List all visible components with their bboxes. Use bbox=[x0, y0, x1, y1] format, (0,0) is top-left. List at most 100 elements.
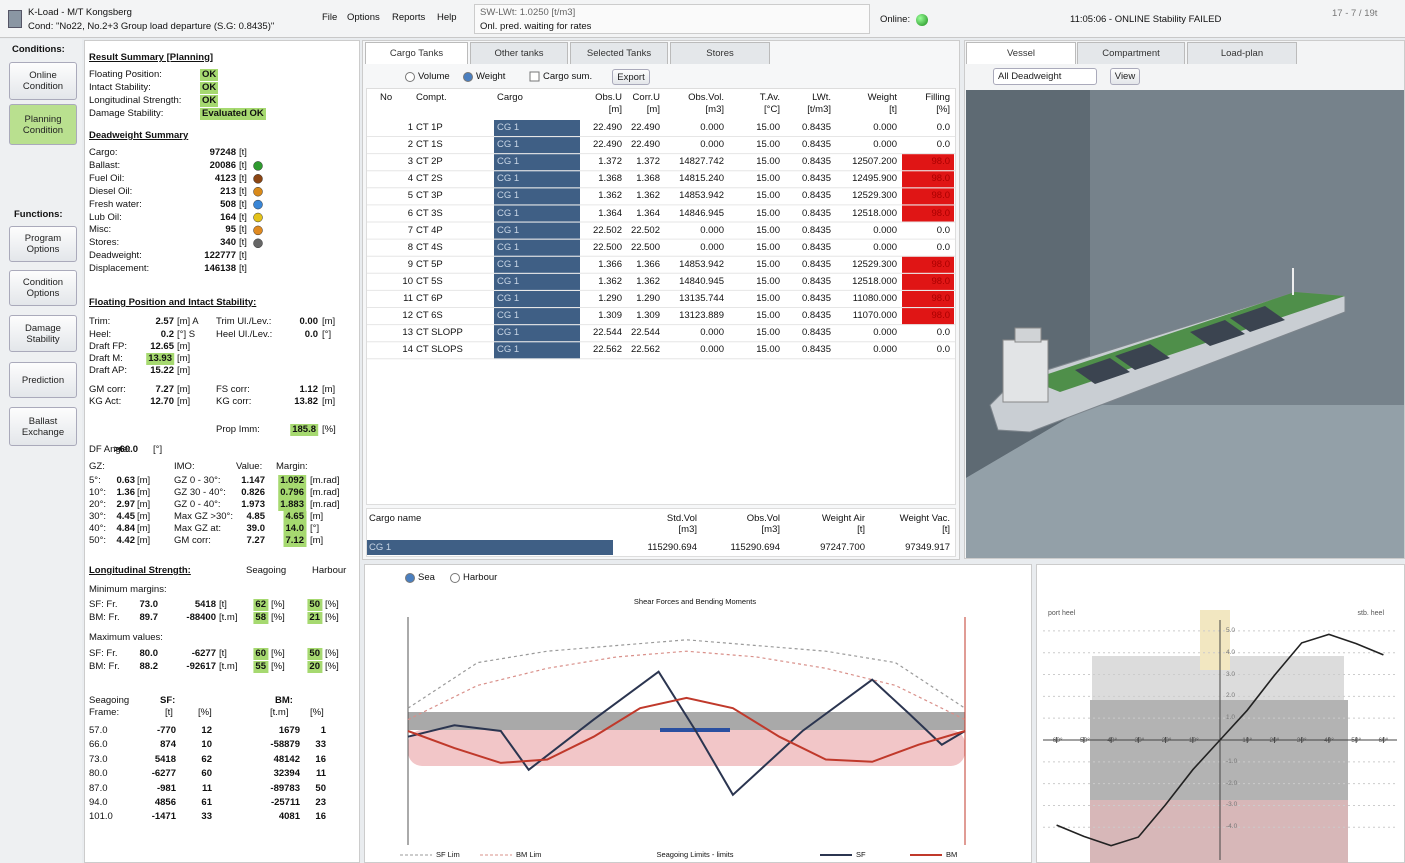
table-cell: 15.00 bbox=[756, 139, 780, 151]
table-cell: 11070.000 bbox=[853, 310, 897, 322]
summary-cell: 4.45 bbox=[117, 511, 136, 523]
summary-cell: BM: Fr. bbox=[89, 661, 120, 673]
table-cell: 12518.000 bbox=[852, 276, 897, 288]
section-title: Floating Position and Intact Stability: bbox=[89, 297, 256, 309]
summary-cell: 1.092 bbox=[278, 475, 306, 487]
summary-cell: 5418 bbox=[155, 754, 176, 766]
column-header: [m3] bbox=[679, 524, 697, 536]
table-cell: 98.0 bbox=[932, 310, 951, 322]
radio-label[interactable]: Volume bbox=[418, 71, 450, 83]
table-cell: 5 bbox=[408, 190, 413, 202]
nav-button[interactable]: Prediction bbox=[9, 362, 77, 398]
summary-cell: OK bbox=[200, 69, 218, 81]
summary-cell: IMO: bbox=[174, 461, 195, 473]
menu-item[interactable]: Reports bbox=[392, 12, 425, 24]
table-cell: 1.364 bbox=[636, 208, 660, 220]
radio-label[interactable]: Weight bbox=[476, 71, 505, 83]
table-cell: 2 bbox=[408, 139, 413, 151]
table-cell: 14 bbox=[402, 344, 413, 356]
table-cell: 22.500 bbox=[631, 242, 660, 254]
menu-item[interactable]: File bbox=[322, 12, 337, 24]
checkbox-label[interactable]: Cargo sum. bbox=[543, 71, 592, 83]
summary-cell: KG Act: bbox=[89, 396, 121, 408]
summary-cell: 33 bbox=[315, 739, 326, 751]
summary-cell: 0.2 bbox=[161, 329, 174, 341]
table-cell: CT SLOPS bbox=[416, 344, 463, 356]
summary-cell: [t] bbox=[239, 173, 247, 185]
nav-button[interactable]: Online Condition bbox=[9, 62, 77, 100]
summary-cell: GZ 0 - 30°: bbox=[174, 475, 221, 487]
summary-cell: Deadweight: bbox=[89, 250, 142, 262]
tab[interactable]: Stores bbox=[670, 42, 770, 64]
column-header: [t] bbox=[889, 104, 897, 116]
summary-cell: [t.m] bbox=[219, 612, 237, 624]
radio-label[interactable]: Sea bbox=[418, 572, 435, 584]
summary-cell: 97248 bbox=[210, 147, 236, 159]
tab[interactable]: Selected Tanks bbox=[570, 42, 668, 64]
menu-item[interactable]: Help bbox=[437, 12, 457, 24]
table-cell: 1.366 bbox=[636, 259, 660, 271]
x-tick-label: 60° bbox=[1378, 735, 1388, 747]
ship-bridge bbox=[1015, 328, 1041, 342]
nav-button[interactable]: Damage Stability bbox=[9, 315, 77, 352]
summary-cell: 1.973 bbox=[241, 499, 265, 511]
table-cell: 15.00 bbox=[756, 276, 780, 288]
screen: K-Load - M/T KongsbergCond: "No22, No.2+… bbox=[0, 0, 1405, 863]
summary-cell: 1.883 bbox=[278, 499, 306, 511]
tab[interactable]: Compartment bbox=[1077, 42, 1185, 64]
table-cell: 0.8435 bbox=[802, 293, 831, 305]
section-label: Conditions: bbox=[12, 44, 65, 56]
table-cell: 11 bbox=[403, 293, 413, 305]
y-tick-label: -1.0 bbox=[1226, 756, 1237, 768]
radio-label[interactable]: Harbour bbox=[463, 572, 497, 584]
table-cell: 1.362 bbox=[598, 190, 622, 202]
summary-cell: 57.0 bbox=[89, 725, 108, 737]
summary-cell: 73.0 bbox=[140, 599, 159, 611]
nav-button[interactable]: Condition Options bbox=[9, 270, 77, 306]
cargo-name: CG 1 bbox=[497, 327, 519, 339]
summary-cell: [t] bbox=[239, 147, 247, 159]
tab[interactable]: Load-plan bbox=[1187, 42, 1297, 64]
export-button[interactable]: Export bbox=[612, 69, 650, 85]
label: Harbour bbox=[312, 565, 346, 577]
summary-cell: Draft AP: bbox=[89, 365, 127, 377]
summary-cell: Lub Oil: bbox=[89, 212, 122, 224]
label: Minimum margins: bbox=[89, 584, 167, 596]
menu-item[interactable]: Options bbox=[347, 12, 380, 24]
view-button[interactable]: View bbox=[1110, 68, 1140, 85]
table-cell: 9 bbox=[408, 259, 413, 271]
tab[interactable]: Other tanks bbox=[470, 42, 568, 64]
status-dot bbox=[254, 174, 263, 183]
cargo-name: CG 1 bbox=[497, 344, 519, 356]
summary-cell: [m] bbox=[177, 384, 190, 396]
section-title: Deadweight Summary bbox=[89, 130, 188, 142]
cargo-name: CG 1 bbox=[497, 208, 519, 220]
legend-caption: Seagoing Limits - limits bbox=[656, 849, 733, 861]
summary-cell: [m] bbox=[137, 487, 150, 499]
column-header: Weight bbox=[868, 92, 897, 104]
column-header: [m3] bbox=[762, 524, 780, 536]
summary-cell: Evaluated OK bbox=[200, 108, 266, 120]
summary-cell: 4.42 bbox=[117, 535, 136, 547]
summary-cell: GM corr: bbox=[89, 384, 126, 396]
nav-button[interactable]: Ballast Exchange bbox=[9, 407, 77, 446]
y-tick-label: -3.0 bbox=[1226, 799, 1237, 811]
nav-button[interactable]: Planning Condition bbox=[9, 104, 77, 145]
x-tick-label: 10° bbox=[1242, 735, 1252, 747]
dropdown[interactable]: All Deadweight bbox=[993, 68, 1097, 85]
table-cell: CT 3S bbox=[416, 208, 443, 220]
x-tick-label: -20° bbox=[1160, 735, 1172, 747]
table-cell: 22.502 bbox=[631, 225, 660, 237]
tab[interactable]: Vessel bbox=[966, 42, 1076, 64]
table-cell: 12529.300 bbox=[852, 259, 897, 271]
table-cell: 15.00 bbox=[756, 327, 780, 339]
table-cell: 97349.917 bbox=[905, 542, 950, 554]
summary-cell: 0.63 bbox=[117, 475, 136, 487]
tab[interactable]: Cargo Tanks bbox=[365, 42, 468, 64]
table-cell: 115290.694 bbox=[731, 542, 781, 554]
table-cell: 0.8435 bbox=[802, 259, 831, 271]
summary-cell: 0.826 bbox=[241, 487, 265, 499]
cargo-name: CG 1 bbox=[497, 139, 519, 151]
table-cell: 98.0 bbox=[932, 208, 951, 220]
nav-button[interactable]: Program Options bbox=[9, 226, 77, 262]
